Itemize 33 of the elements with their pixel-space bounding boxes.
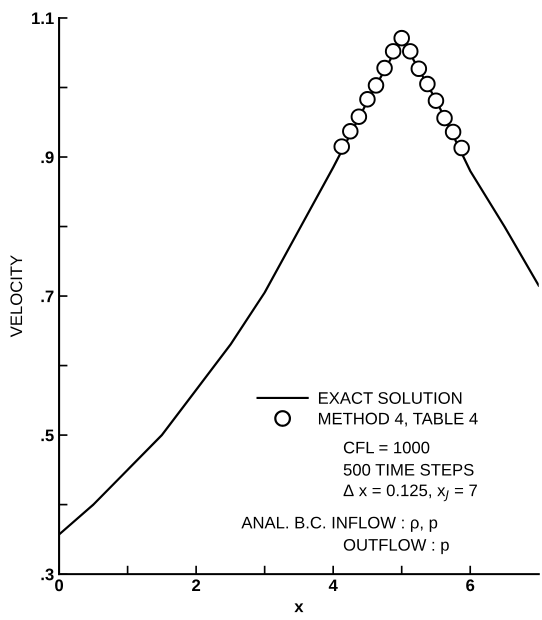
point (333, 138, 350, 155)
annotation: Δ x = 0.125, x$_{J}$ = 7 (344, 484, 477, 502)
point (393, 30, 410, 46)
point (359, 91, 376, 108)
annotation: CFL = 1000 (344, 442, 430, 454)
point (410, 60, 428, 77)
point (402, 43, 419, 60)
annotation: OUTFLOW : p (344, 538, 449, 554)
x-tick-label: 6 (466, 579, 474, 592)
point (384, 43, 402, 60)
legend-label: EXACT SOLUTION (318, 392, 462, 404)
x-tick-label: 2 (192, 579, 200, 592)
y-tick-label: .9 (41, 151, 54, 164)
x-axis-title: x (294, 603, 304, 612)
y-tick-label: 1.1 (32, 12, 54, 24)
annotation: ANAL. B.C. INFLOW : ρ, p (241, 516, 438, 532)
y-tick-label: .3 (41, 568, 54, 580)
annotation: 500 TIME STEPS (344, 464, 474, 476)
x-tick-label: 0 (55, 579, 64, 592)
y-tick-label: .5 (41, 430, 54, 442)
point (368, 77, 384, 94)
point (428, 92, 444, 109)
point (453, 140, 470, 156)
point (350, 108, 368, 125)
point (444, 124, 462, 140)
point (419, 76, 436, 92)
point (436, 110, 453, 126)
point (376, 60, 393, 76)
point (342, 123, 359, 140)
legend-label: METHOD 4, TABLE 4 (318, 412, 478, 426)
y-axis-title: VELOCITY (10, 255, 22, 338)
x-tick-label: 4 (328, 580, 338, 592)
y-tick-label: .7 (41, 290, 54, 302)
